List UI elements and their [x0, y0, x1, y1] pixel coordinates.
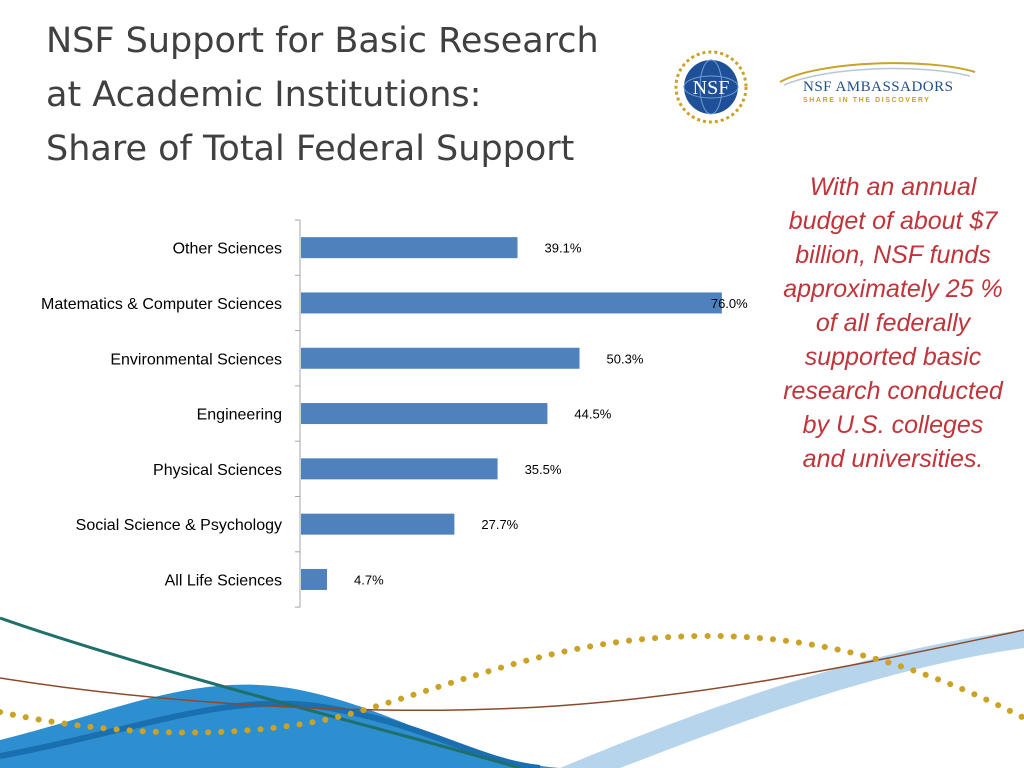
nsf-seal-logo: NSF [674, 50, 748, 124]
data-label: 50.3% [607, 351, 644, 366]
ambassadors-name: NSF AMBASSADORS [803, 79, 953, 95]
wave-blue [0, 684, 560, 768]
chart-axis [295, 219, 301, 608]
chart-data-labels: 39.1% 76.0% 50.3% 44.5% 35.5% 27.7% 4.7% [354, 241, 748, 588]
title-line-1: NSF Support for Basic Research [46, 21, 599, 61]
title-line-2: at Academic Institutions: [46, 75, 482, 115]
data-label: 35.5% [525, 462, 562, 477]
category-label: Environmental Sciences [110, 351, 282, 368]
bar [301, 237, 518, 259]
data-label: 44.5% [574, 407, 611, 422]
data-label: 27.7% [481, 517, 518, 532]
chart-bars [301, 237, 722, 590]
data-label: 4.7% [354, 572, 384, 587]
category-label: Social Science & Psychology [76, 517, 282, 534]
decorative-waves [0, 616, 1024, 768]
seal-globe [684, 60, 738, 114]
seal-rays [674, 50, 748, 124]
bar [301, 513, 455, 535]
wave-teal-line [0, 616, 521, 768]
bar-chart: Other Sciences Matematics & Computer Scie… [41, 219, 748, 608]
bar [301, 292, 722, 314]
sidebar-note: With an annual budget of about $7 billio… [783, 173, 1003, 473]
title-line-3: Share of Total Federal Support [46, 129, 575, 169]
data-label: 76.0% [711, 296, 748, 311]
category-label: All Life Sciences [165, 572, 282, 589]
wave-light-blue [560, 630, 1024, 768]
bar [301, 458, 498, 480]
category-label: Physical Sciences [153, 462, 282, 479]
bar [301, 347, 580, 369]
ambassadors-swoosh [779, 62, 976, 83]
data-label: 39.1% [545, 241, 582, 256]
category-label: Matematics & Computer Sciences [41, 296, 282, 313]
bar [301, 403, 548, 425]
slide-title: NSF Support for Basic Research at Academ… [46, 14, 666, 176]
nsf-ambassadors-logo: NSF AMBASSADORS SHARE IN THE DISCOVERY [779, 62, 976, 104]
bar [301, 568, 328, 590]
category-label: Engineering [197, 407, 282, 424]
chart-category-labels: Other Sciences Matematics & Computer Scie… [41, 241, 282, 590]
category-label: Other Sciences [173, 241, 282, 258]
ambassadors-tagline: SHARE IN THE DISCOVERY [803, 97, 931, 104]
seal-text: NSF [693, 77, 730, 99]
